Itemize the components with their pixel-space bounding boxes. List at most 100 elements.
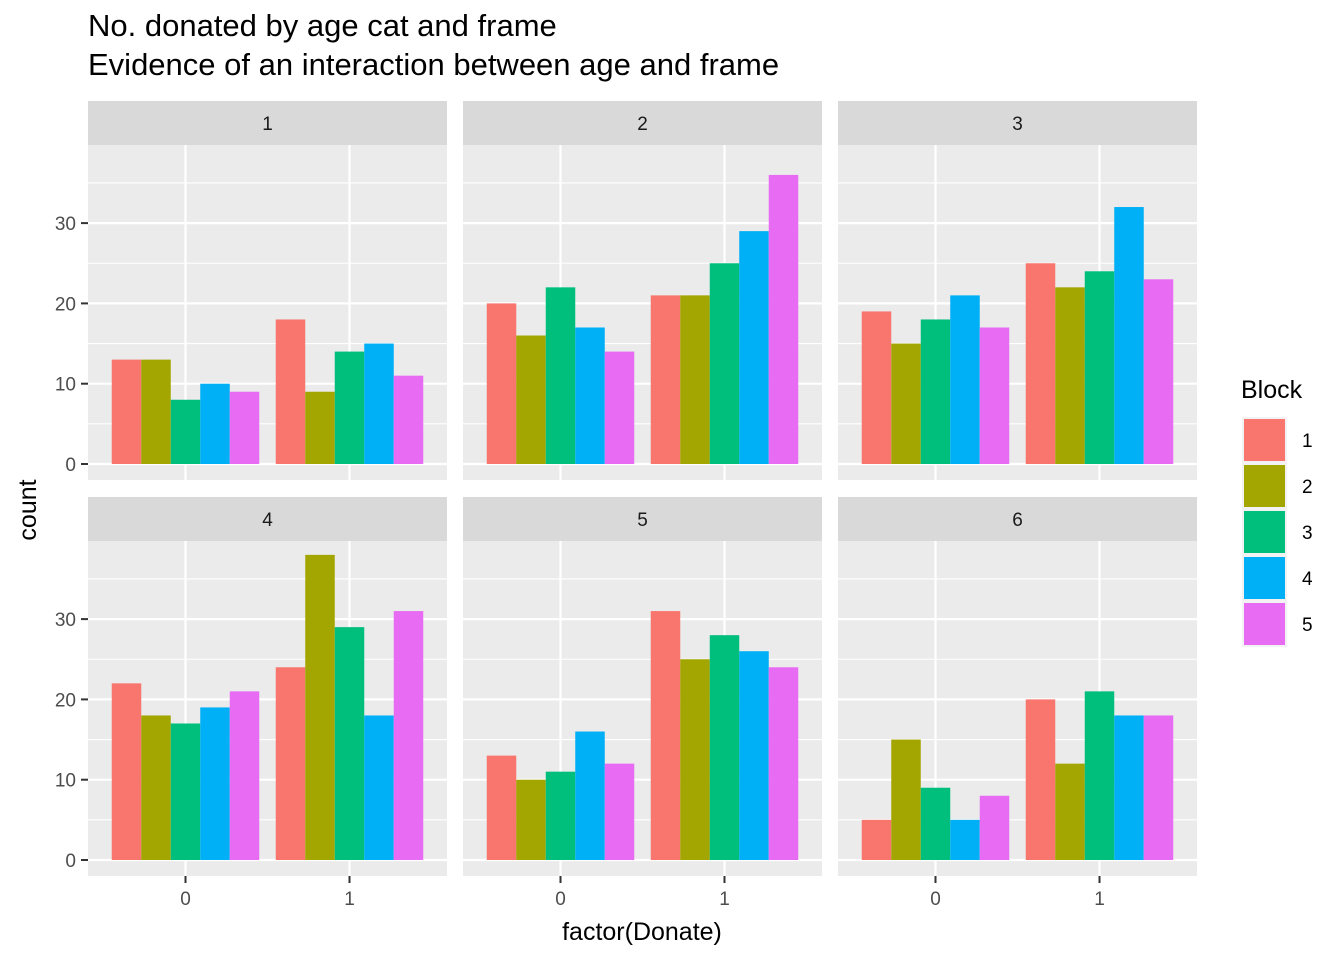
- bar: [516, 335, 546, 464]
- x-tick-label: 1: [1094, 889, 1105, 910]
- bar: [861, 819, 892, 860]
- bar: [111, 359, 142, 464]
- bar: [920, 787, 951, 860]
- bar: [650, 295, 681, 464]
- chart-subtitle: Evidence of an interaction between age a…: [88, 47, 780, 82]
- facet-strip-label: 3: [1012, 114, 1023, 135]
- bar: [1143, 279, 1174, 464]
- bar: [275, 319, 306, 464]
- bar: [141, 715, 171, 860]
- legend-label: 2: [1302, 477, 1313, 498]
- bar: [200, 707, 230, 860]
- facet-strip: [463, 497, 822, 541]
- bar: [229, 391, 260, 464]
- y-tick-label: 20: [55, 294, 76, 315]
- facet-strip-label: 5: [637, 510, 648, 531]
- bar: [768, 667, 799, 860]
- y-tick-label: 30: [55, 610, 76, 631]
- bar: [364, 715, 394, 860]
- bar: [891, 343, 921, 464]
- bar: [768, 174, 799, 465]
- bar: [604, 763, 635, 860]
- bar: [604, 351, 635, 464]
- y-axis-title: count: [14, 479, 42, 540]
- legend-key: [1244, 511, 1285, 553]
- bar: [1114, 207, 1144, 465]
- x-tick-label: 1: [719, 889, 730, 910]
- legend-label: 1: [1302, 431, 1313, 452]
- facet-strip-label: 6: [1012, 510, 1023, 531]
- bar: [1055, 763, 1085, 860]
- bar: [545, 771, 576, 860]
- facet-strip: [463, 101, 822, 145]
- bar: [393, 375, 424, 464]
- y-tick-label: 0: [65, 851, 76, 872]
- x-tick-label: 0: [555, 889, 566, 910]
- bar: [200, 383, 230, 464]
- bar: [739, 231, 769, 464]
- bar: [111, 683, 142, 860]
- bar: [1143, 715, 1174, 860]
- x-tick-label: 1: [344, 889, 355, 910]
- y-tick-label: 10: [55, 771, 76, 792]
- facet-strip: [88, 101, 447, 145]
- bar: [950, 295, 980, 464]
- bar: [861, 311, 892, 464]
- y-tick-label: 30: [55, 214, 76, 235]
- bar: [170, 723, 201, 860]
- bar: [334, 627, 365, 860]
- bar: [1084, 271, 1115, 464]
- bar: [393, 611, 424, 860]
- legend-label: 5: [1302, 615, 1313, 636]
- bar: [1114, 715, 1144, 860]
- facet-strip-label: 2: [637, 114, 648, 135]
- facet-strip-label: 4: [262, 510, 273, 531]
- bar: [709, 263, 740, 464]
- bar: [979, 795, 1010, 860]
- bar: [680, 295, 710, 464]
- legend-label: 4: [1302, 569, 1313, 590]
- facet-strip: [838, 101, 1197, 145]
- bar: [950, 819, 980, 860]
- bar: [364, 343, 394, 464]
- bar: [575, 327, 605, 464]
- bar: [486, 755, 517, 860]
- facet-strip: [88, 497, 447, 541]
- bar: [486, 303, 517, 464]
- legend-title: Block: [1241, 376, 1303, 404]
- bar: [650, 611, 681, 860]
- legend-key: [1244, 557, 1285, 599]
- bar: [1025, 263, 1056, 464]
- bar: [1025, 699, 1056, 860]
- bar: [709, 635, 740, 860]
- bar: [141, 359, 171, 464]
- bar: [891, 739, 921, 860]
- x-tick-label: 0: [180, 889, 191, 910]
- legend-key: [1244, 419, 1285, 461]
- bar: [1084, 691, 1115, 860]
- bar: [920, 319, 951, 464]
- bar: [1055, 287, 1085, 464]
- x-axis-title: factor(Donate): [562, 918, 722, 946]
- facet-strip: [838, 497, 1197, 541]
- bar: [275, 667, 306, 860]
- y-tick-label: 0: [65, 455, 76, 476]
- x-tick-label: 0: [930, 889, 941, 910]
- bar: [229, 691, 260, 860]
- bar: [305, 554, 335, 860]
- bar: [680, 659, 710, 860]
- bar: [334, 351, 365, 464]
- chart-title: No. donated by age cat and frame: [88, 8, 557, 43]
- facet-strip-label: 1: [262, 114, 273, 135]
- bar: [575, 731, 605, 860]
- bar: [739, 651, 769, 860]
- y-tick-label: 20: [55, 690, 76, 711]
- bar: [170, 399, 201, 464]
- legend-label: 3: [1302, 523, 1313, 544]
- bar: [516, 779, 546, 860]
- bar: [545, 287, 576, 464]
- legend-key: [1244, 465, 1285, 507]
- y-tick-label: 10: [55, 375, 76, 396]
